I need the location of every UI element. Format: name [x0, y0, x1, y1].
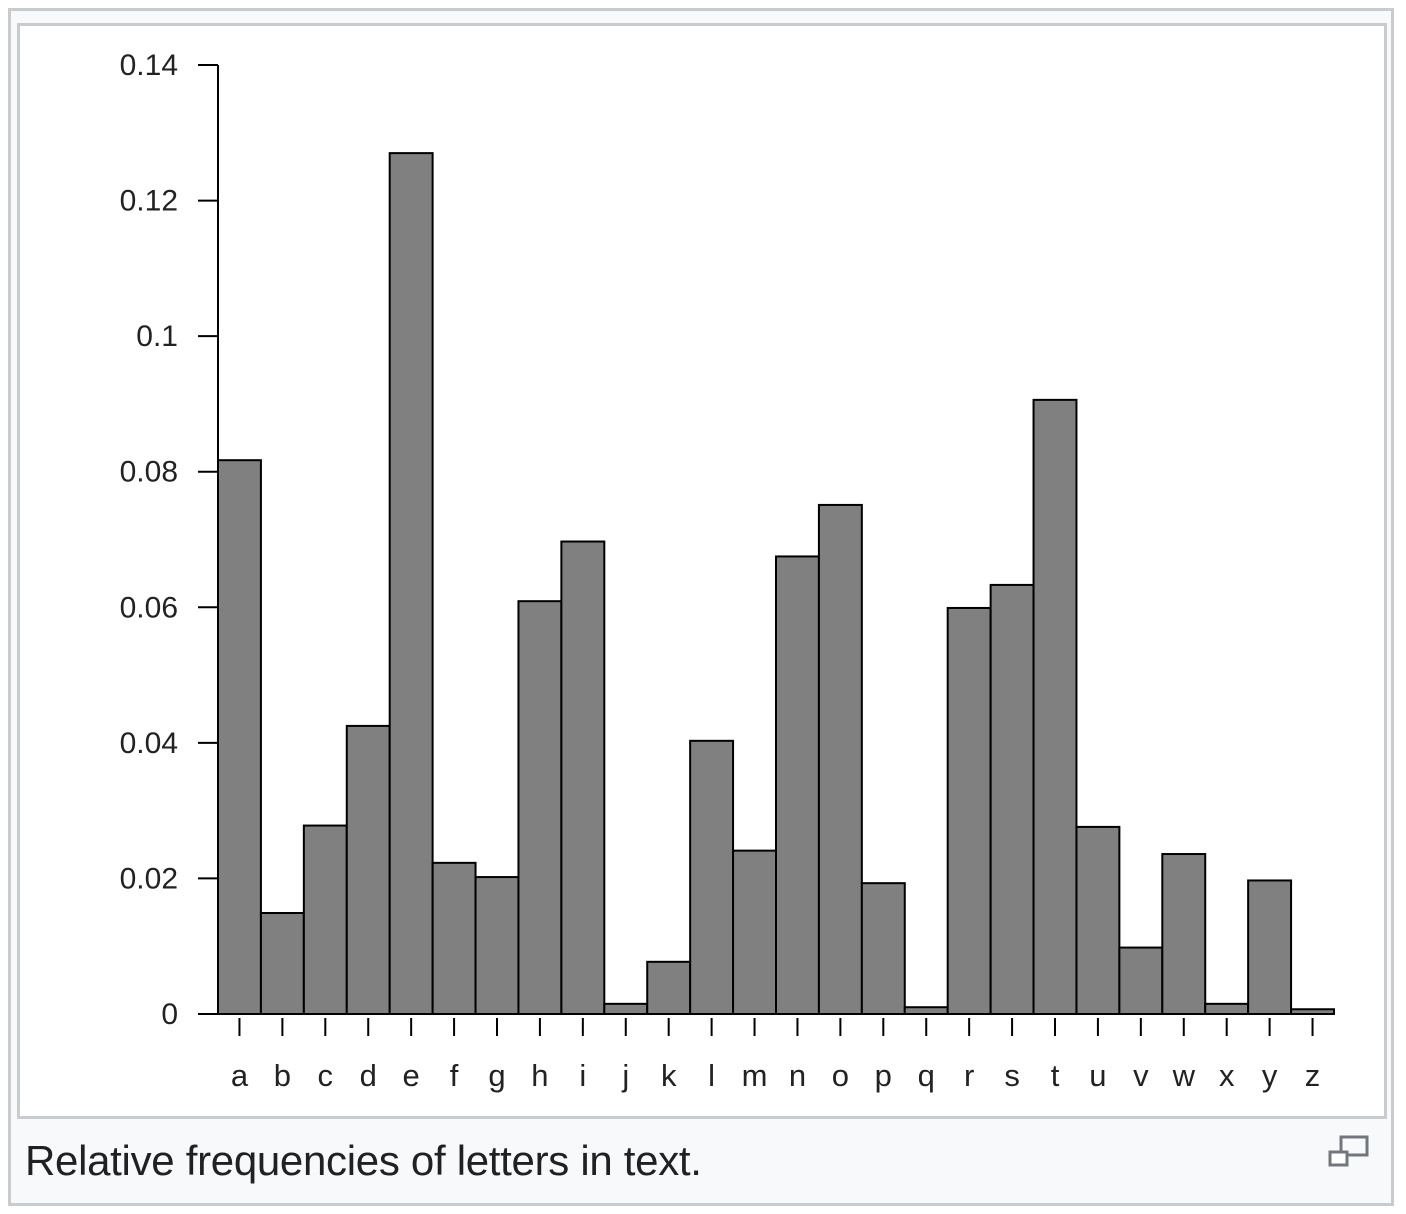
x-tick-label-t: t — [1051, 1058, 1060, 1093]
bar-g — [474, 876, 520, 1015]
bar-y — [1247, 879, 1293, 1016]
x-tick-label-i: i — [579, 1058, 586, 1093]
bar-u — [1075, 825, 1121, 1015]
x-tick-label-u: u — [1089, 1058, 1106, 1093]
x-tick-label-e: e — [403, 1058, 420, 1093]
x-tick-label-b: b — [274, 1058, 291, 1093]
x-tick-label-a: a — [231, 1058, 249, 1093]
y-tick-label: 0 — [161, 998, 178, 1031]
y-tick-label: 0.02 — [120, 862, 178, 895]
bar-a — [217, 459, 262, 1015]
x-tick-label-o: o — [832, 1058, 849, 1093]
bar-e — [388, 152, 434, 1015]
bar-b — [259, 912, 305, 1015]
bar-p — [860, 882, 906, 1015]
x-tick-label-c: c — [318, 1058, 334, 1093]
y-tick-label: 0.14 — [120, 49, 178, 82]
y-tick-label: 0.04 — [120, 727, 178, 760]
enlarge-icon[interactable] — [1327, 1135, 1371, 1169]
y-tick-label: 0.12 — [120, 185, 178, 218]
x-tick-label-q: q — [918, 1058, 935, 1093]
bar-x — [1204, 1002, 1250, 1016]
x-tick-label-x: x — [1219, 1058, 1235, 1093]
bar-c — [302, 824, 348, 1015]
bar-m — [732, 849, 778, 1016]
x-tick-label-k: k — [661, 1058, 677, 1093]
x-tick-label-s: s — [1004, 1058, 1020, 1093]
x-tick-label-l: l — [708, 1058, 715, 1093]
y-tick-label: 0.1 — [136, 320, 178, 353]
bar-r — [946, 606, 992, 1016]
bar-l — [689, 739, 735, 1015]
x-tick-label-j: j — [621, 1058, 629, 1093]
x-tick-label-m: m — [742, 1058, 768, 1093]
x-tick-label-r: r — [964, 1058, 974, 1093]
bar-k — [646, 960, 692, 1015]
bar-n — [775, 555, 820, 1015]
bar-q — [903, 1006, 949, 1015]
x-tick-label-z: z — [1305, 1058, 1321, 1093]
bar-i — [560, 540, 606, 1016]
x-tick-label-y: y — [1262, 1058, 1278, 1093]
x-tick-label-n: n — [789, 1058, 806, 1093]
x-tick-label-d: d — [360, 1058, 377, 1093]
bar-s — [989, 583, 1035, 1015]
y-tick-label: 0.06 — [120, 591, 178, 624]
x-tick-label-w: w — [1172, 1058, 1196, 1093]
bar-w — [1161, 853, 1207, 1016]
bar-v — [1118, 946, 1164, 1016]
x-tick-label-v: v — [1133, 1058, 1149, 1093]
x-tick-label-p: p — [875, 1058, 892, 1093]
y-tick-label: 0.08 — [120, 456, 178, 489]
figure-caption: Relative frequencies of letters in text. — [25, 1137, 702, 1184]
bar-o — [817, 503, 863, 1015]
bar-h — [517, 600, 563, 1015]
x-tick-label-h: h — [531, 1058, 548, 1093]
bar-d — [345, 724, 391, 1015]
x-tick-label-g: g — [488, 1058, 505, 1093]
bar-t — [1032, 398, 1078, 1015]
x-tick-label-f: f — [450, 1058, 459, 1093]
bar-f — [431, 861, 477, 1016]
bar-j — [603, 1002, 649, 1016]
